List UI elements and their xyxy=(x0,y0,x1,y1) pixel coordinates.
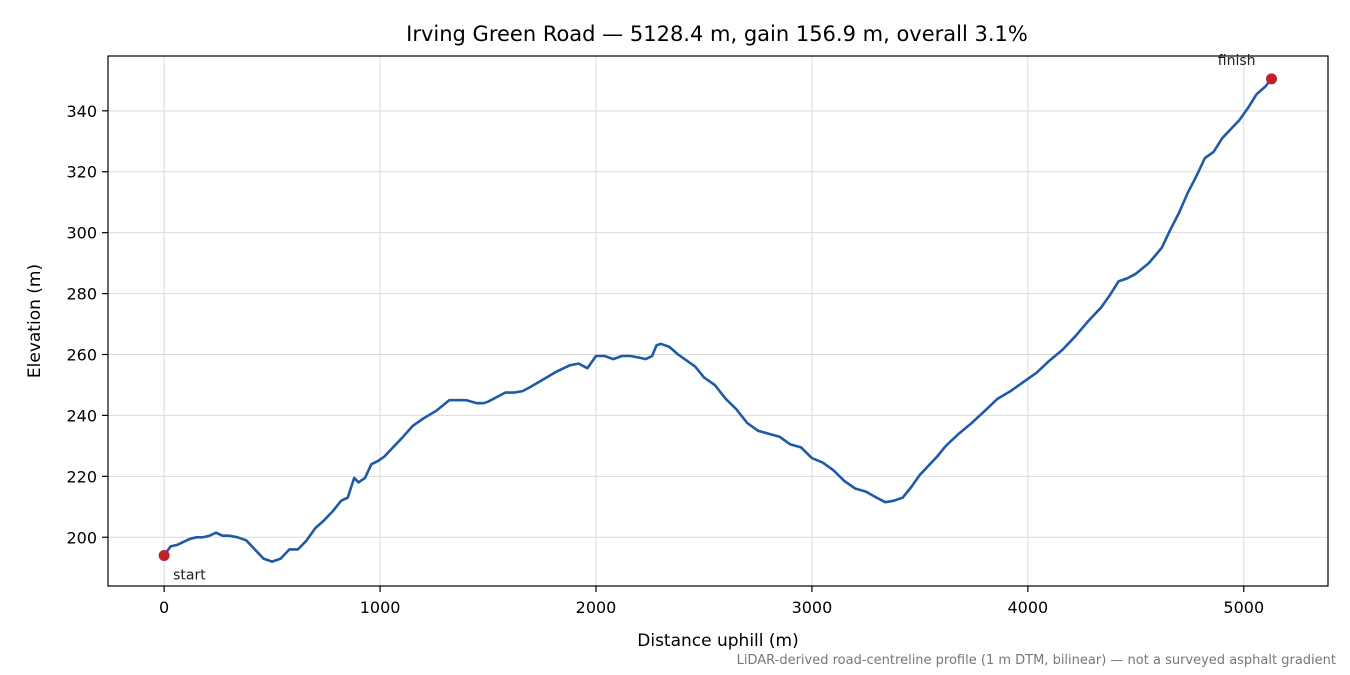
x-tick-label: 0 xyxy=(159,598,169,617)
grid-lines xyxy=(108,56,1328,586)
axis-ticks: 0 1000 2000 3000 4000 5000 200 220 240 260 280 300 3… xyxy=(66,102,1264,617)
y-tick-label: 320 xyxy=(66,163,97,182)
x-tick-label: 2000 xyxy=(576,598,617,617)
y-axis-label: Elevation (m) xyxy=(25,264,45,378)
y-tick-label: 260 xyxy=(66,346,97,365)
y-tick-label: 340 xyxy=(66,102,97,121)
finish-label: finish xyxy=(1218,53,1256,69)
y-tick-label: 300 xyxy=(66,224,97,243)
x-axis-label: Distance uphill (m) xyxy=(637,631,798,651)
start-marker xyxy=(158,550,170,562)
x-tick-label: 5000 xyxy=(1223,598,1264,617)
y-tick-label: 220 xyxy=(66,467,97,486)
start-label: start xyxy=(173,568,206,584)
x-tick-label: 4000 xyxy=(1007,598,1048,617)
plot-frame xyxy=(107,55,1329,587)
y-tick-label: 240 xyxy=(66,406,97,425)
x-tick-label: 3000 xyxy=(792,598,833,617)
y-tick-label: 280 xyxy=(66,285,97,304)
endpoint-markers: start finish xyxy=(158,53,1278,584)
chart-title: Irving Green Road — 5128.4 m, gain 156.9… xyxy=(406,22,1028,46)
footnote: LiDAR-derived road-centreline profile (1… xyxy=(737,653,1336,668)
finish-marker xyxy=(1266,73,1278,85)
y-tick-label: 200 xyxy=(66,528,97,547)
elevation-profile-line xyxy=(163,77,1273,563)
x-tick-label: 1000 xyxy=(360,598,401,617)
